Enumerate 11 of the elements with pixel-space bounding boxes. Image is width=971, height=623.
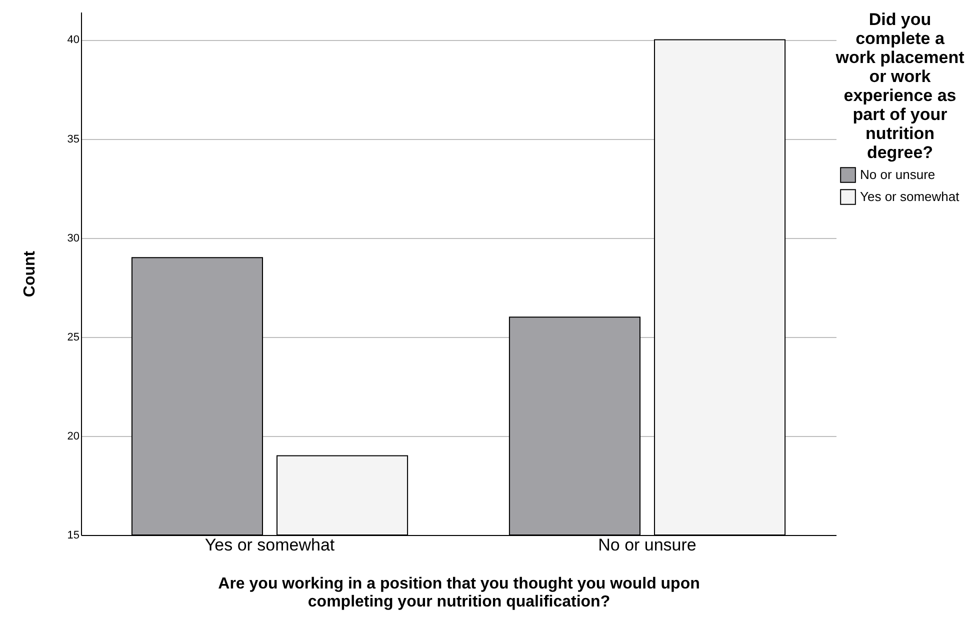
y-tick-label: 20: [67, 430, 80, 442]
y-tick-label: 40: [67, 34, 80, 46]
y-axis-title: Count: [21, 250, 38, 298]
legend-label: No or unsure: [860, 167, 936, 182]
legend-title: Did you complete a work placement or work experience as part of your nutrition degree?: [834, 10, 965, 162]
y-tick-label: 25: [67, 331, 80, 344]
y-tick-label: 35: [67, 133, 80, 146]
x-axis-title: Are you working in a position that you thought you would upon completing your nutrition qualification?: [218, 576, 700, 610]
legend-label: Yes or somewhat: [860, 189, 960, 204]
y-tick-label: 30: [67, 232, 80, 244]
y-tick-label: 15: [67, 530, 80, 542]
